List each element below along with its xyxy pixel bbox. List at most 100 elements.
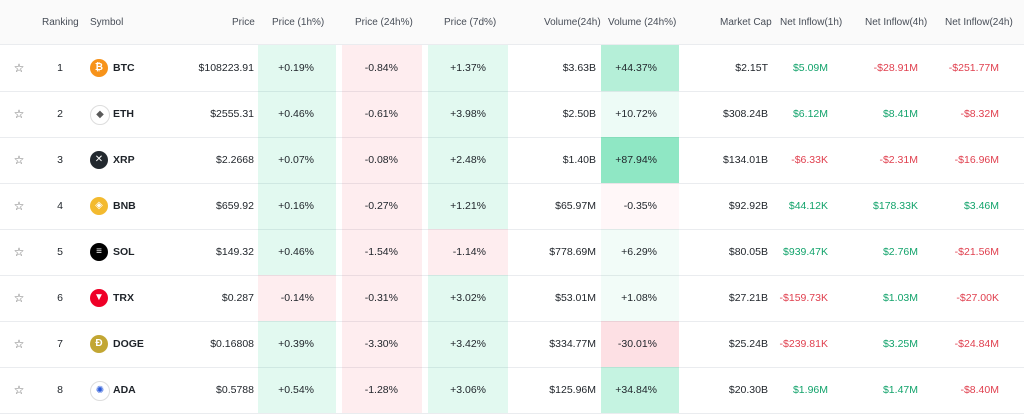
header-ranking[interactable]: Ranking <box>42 17 79 28</box>
heat-cell-bg <box>428 183 508 229</box>
volume-24h-value: $334.77M <box>549 338 596 350</box>
price-1h-change: +0.46% <box>278 246 314 258</box>
symbol-link[interactable]: SOL <box>113 246 135 258</box>
price-value: $0.287 <box>221 292 254 304</box>
volume-24h-value: $125.96M <box>549 384 596 396</box>
price-value: $108223.91 <box>198 62 254 74</box>
favorite-star-icon[interactable]: ☆ <box>13 383 25 397</box>
rank-value: 7 <box>57 338 63 350</box>
header-symbol[interactable]: Symbol <box>90 17 124 28</box>
volume-24h-change: -30.01% <box>617 338 657 350</box>
volume-24h-change: +87.94% <box>615 154 657 166</box>
header-price-24h[interactable]: Price (24h%) <box>355 17 413 28</box>
market-cap-value: $2.15T <box>735 62 768 74</box>
table-row[interactable]: ☆ 2 ◆ ETH $2555.31 +0.46% -0.61% +3.98% $2.50B +1… <box>0 91 1024 138</box>
net-inflow-1h: -$6.33K <box>791 154 828 166</box>
net-inflow-1h: $1.96M <box>792 384 828 396</box>
heat-cell-bg <box>428 91 508 137</box>
rank-value: 1 <box>57 62 63 74</box>
tron-icon: ▼ <box>90 289 108 307</box>
net-inflow-1h: $6.12M <box>792 108 828 120</box>
rank-value: 2 <box>57 108 63 120</box>
bitcoin-icon: ₿ <box>90 59 108 77</box>
rank-value: 6 <box>57 292 63 304</box>
net-inflow-1h: $44.12K <box>788 200 828 212</box>
net-inflow-24h: -$16.96M <box>954 154 999 166</box>
net-inflow-24h: -$8.32M <box>960 108 999 120</box>
heat-cell-bg <box>601 367 679 413</box>
header-volume-24h-pct[interactable]: Volume (24h%) <box>608 17 677 28</box>
favorite-star-icon[interactable]: ☆ <box>13 291 25 305</box>
header-net-inflow-1h[interactable]: Net Inflow(1h) <box>780 17 843 28</box>
price-7d-change: +2.48% <box>450 154 486 166</box>
price-7d-change: +1.37% <box>450 62 486 74</box>
symbol-link[interactable]: BNB <box>113 200 136 212</box>
price-24h-change: -1.28% <box>364 384 398 396</box>
symbol-link[interactable]: BTC <box>113 62 135 74</box>
favorite-star-icon[interactable]: ☆ <box>13 107 25 121</box>
symbol-link[interactable]: XRP <box>113 154 135 166</box>
net-inflow-1h: -$159.73K <box>779 292 828 304</box>
volume-24h-change: -0.35% <box>623 200 657 212</box>
volume-24h-value: $53.01M <box>555 292 596 304</box>
price-7d-change: -1.14% <box>452 246 486 258</box>
table-row[interactable]: ☆ 3 ✕ XRP $2.2668 +0.07% -0.08% +2.48% $1.40B +87… <box>0 137 1024 184</box>
favorite-star-icon[interactable]: ☆ <box>13 199 25 213</box>
header-net-inflow-4h[interactable]: Net Inflow(4h) <box>865 17 928 28</box>
header-net-inflow-24h[interactable]: Net Inflow(24h) <box>945 17 1013 28</box>
favorite-star-icon[interactable]: ☆ <box>13 337 25 351</box>
price-24h-change: -0.61% <box>364 108 398 120</box>
table-row[interactable]: ☆ 5 ≡ SOL $149.32 +0.46% -1.54% -1.14% $778.69M +… <box>0 229 1024 276</box>
header-price-1h[interactable]: Price (1h%) <box>272 17 325 28</box>
price-1h-change: +0.46% <box>278 108 314 120</box>
net-inflow-24h: $3.46M <box>963 200 999 212</box>
rank-value: 3 <box>57 154 63 166</box>
favorite-star-icon[interactable]: ☆ <box>13 61 25 75</box>
price-7d-change: +1.21% <box>450 200 486 212</box>
net-inflow-4h: -$28.91M <box>873 62 918 74</box>
market-cap-value: $27.21B <box>728 292 768 304</box>
price-1h-change: +0.54% <box>278 384 314 396</box>
market-cap-value: $20.30B <box>728 384 768 396</box>
net-inflow-24h: -$27.00K <box>956 292 999 304</box>
net-inflow-24h: -$251.77M <box>948 62 999 74</box>
table-row[interactable]: ☆ 8 ✺ ADA $0.5788 +0.54% -1.28% +3.06% $125.96M +… <box>0 367 1024 414</box>
price-7d-change: +3.02% <box>450 292 486 304</box>
table-row[interactable]: ☆ 4 ◈ BNB $659.92 +0.16% -0.27% +1.21% $65.97M -0… <box>0 183 1024 230</box>
symbol-link[interactable]: ADA <box>113 384 136 396</box>
table-row[interactable]: ☆ 6 ▼ TRX $0.287 -0.14% -0.31% +3.02% $53.01M +1.… <box>0 275 1024 322</box>
market-cap-value: $25.24B <box>728 338 768 350</box>
volume-24h-change: +44.37% <box>615 62 657 74</box>
net-inflow-4h: $178.33K <box>873 200 918 212</box>
heat-cell-bg <box>428 137 508 183</box>
net-inflow-4h: $1.47M <box>882 384 918 396</box>
volume-24h-value: $778.69M <box>549 246 596 258</box>
market-cap-value: $80.05B <box>728 246 768 258</box>
price-1h-change: +0.19% <box>278 62 314 74</box>
header-market-cap[interactable]: Market Cap <box>720 17 772 28</box>
table-row[interactable]: ☆ 1 ₿ BTC $108223.91 +0.19% -0.84% +1.37% $3.63B… <box>0 45 1024 92</box>
header-volume-24h[interactable]: Volume(24h) <box>544 17 601 28</box>
price-value: $2.2668 <box>216 154 254 166</box>
table-row[interactable]: ☆ 7 Ð DOGE $0.16808 +0.39% -3.30% +3.42% $334.77… <box>0 321 1024 368</box>
price-24h-change: -0.08% <box>364 154 398 166</box>
dogecoin-icon: Ð <box>90 335 108 353</box>
heat-cell-bg <box>428 367 508 413</box>
favorite-star-icon[interactable]: ☆ <box>13 153 25 167</box>
market-cap-value: $308.24B <box>723 108 768 120</box>
heat-cell-bg <box>601 321 679 367</box>
symbol-link[interactable]: DOGE <box>113 338 144 350</box>
bnb-icon: ◈ <box>90 197 108 215</box>
heat-cell-bg <box>342 321 422 367</box>
volume-24h-value: $65.97M <box>555 200 596 212</box>
price-value: $0.16808 <box>210 338 254 350</box>
header-price[interactable]: Price <box>232 17 255 28</box>
symbol-link[interactable]: ETH <box>113 108 134 120</box>
favorite-star-icon[interactable]: ☆ <box>13 245 25 259</box>
header-price-7d[interactable]: Price (7d%) <box>444 17 497 28</box>
xrp-icon: ✕ <box>90 151 108 169</box>
volume-24h-value: $3.63B <box>562 62 596 74</box>
heat-cell-bg <box>601 137 679 183</box>
symbol-link[interactable]: TRX <box>113 292 134 304</box>
